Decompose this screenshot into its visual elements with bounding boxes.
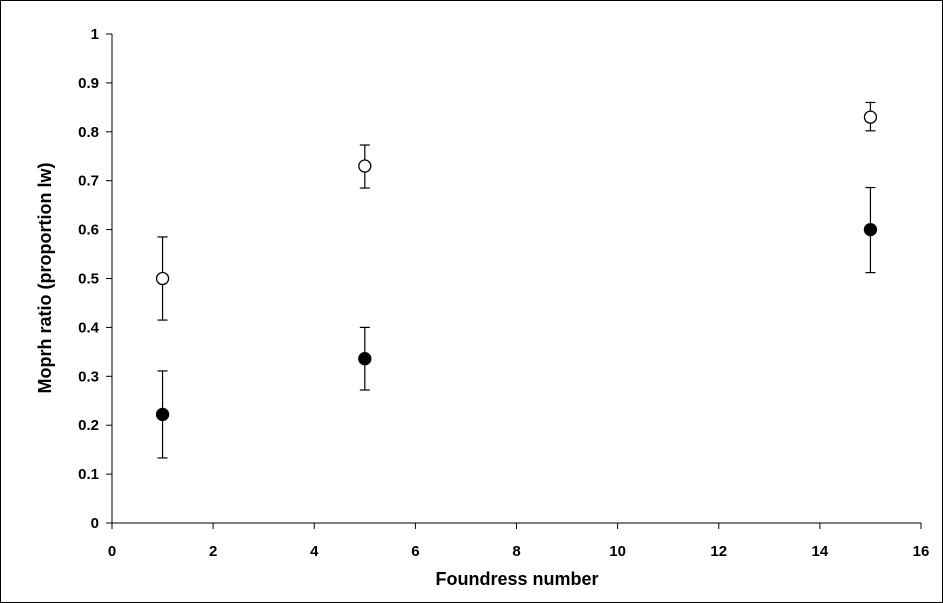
y-tick-label: 0.8 bbox=[78, 124, 99, 141]
series-layer bbox=[155, 101, 878, 459]
filled-data-point bbox=[863, 222, 878, 237]
series-filled-circle bbox=[155, 186, 878, 459]
open-data-point bbox=[863, 110, 878, 124]
x-tick-label: 2 bbox=[209, 543, 217, 560]
open-data-point bbox=[155, 271, 170, 286]
x-tick-label: 16 bbox=[913, 543, 930, 560]
series-open-circle bbox=[155, 101, 878, 321]
x-tick-label: 10 bbox=[609, 543, 626, 560]
y-tick-label: 0.1 bbox=[78, 466, 99, 483]
y-tick-label: 0.2 bbox=[78, 417, 99, 434]
y-axis-title: Moprh ratio (proportion lw) bbox=[35, 163, 55, 394]
x-ticks: 0 2 4 6 8 10 12 14 16 bbox=[108, 523, 930, 560]
y-tick-label: 1 bbox=[91, 26, 99, 43]
x-tick-label: 4 bbox=[310, 543, 319, 560]
y-tick-label: 0.9 bbox=[78, 75, 99, 92]
x-tick-label: 0 bbox=[108, 543, 116, 560]
y-ticks: 0 0.1 0.2 0.3 0.4 0.5 0.6 0.7 0.8 0.9 1 bbox=[78, 26, 112, 532]
y-tick-label: 0.3 bbox=[78, 368, 99, 385]
filled-data-point bbox=[358, 352, 372, 366]
y-tick-label: 0.6 bbox=[78, 222, 99, 239]
y-tick-label: 0.5 bbox=[78, 271, 99, 288]
y-tick-label: 0 bbox=[91, 515, 99, 532]
x-tick-label: 14 bbox=[812, 543, 829, 560]
x-tick-label: 6 bbox=[411, 543, 419, 560]
y-tick-label: 0.4 bbox=[78, 319, 100, 336]
open-data-point bbox=[358, 159, 372, 173]
x-tick-label: 12 bbox=[710, 543, 727, 560]
x-axis-title: Foundress number bbox=[435, 569, 598, 589]
y-tick-label: 0.7 bbox=[78, 173, 99, 190]
filled-data-point bbox=[155, 407, 170, 422]
axes bbox=[111, 34, 921, 524]
x-tick-label: 8 bbox=[512, 543, 520, 560]
